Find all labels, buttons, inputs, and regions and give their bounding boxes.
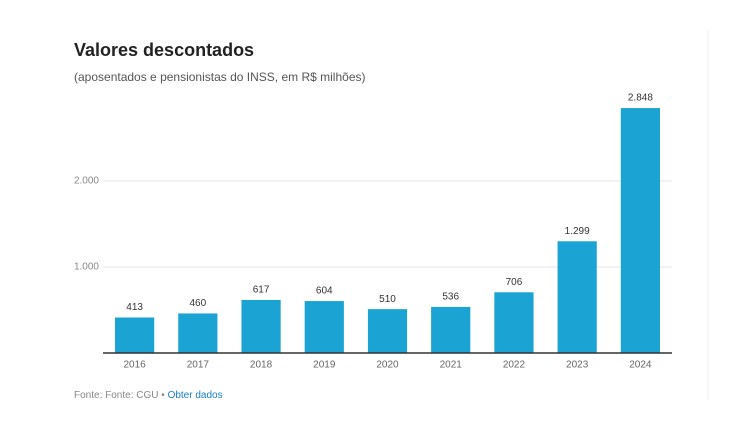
bar [494,292,534,353]
x-tick-label: 2020 [376,360,399,371]
x-tick-label: 2019 [313,360,336,371]
x-tick-label: 2021 [440,360,463,371]
value-label: 1.299 [565,226,590,237]
separator: • [161,390,165,401]
bar [115,317,155,353]
value-label: 460 [189,298,206,309]
bar [431,306,471,353]
x-tick-label: 2022 [503,360,526,371]
y-tick-label: 2.000 [74,176,99,187]
value-label: 413 [126,302,143,313]
source: Fonte: Fonte: CGU [74,390,158,401]
x-tick-label: 2024 [629,360,652,371]
x-tick-label: 2023 [566,360,589,371]
y-tick-label: 1.000 [74,262,99,273]
bar [620,108,660,354]
bar [178,313,218,353]
chart-title: Valores descontados [74,40,254,60]
footer: Fonte: Fonte: CGU • Obter dados [74,390,223,401]
value-label: 510 [379,294,396,305]
bar [367,309,408,353]
data-link[interactable]: Obter dados [168,390,223,401]
value-label: 536 [442,292,459,303]
value-label: 604 [316,286,333,297]
value-label: 2.848 [628,93,653,104]
value-label: 617 [253,285,270,296]
bar [304,301,344,353]
x-tick-label: 2016 [123,360,146,371]
bar [241,299,281,353]
bar [557,241,597,353]
x-tick-label: 2017 [187,360,210,371]
chart-subtitle: (aposentados e pensionistas do INSS, em … [74,70,366,84]
x-tick-label: 2018 [250,360,273,371]
value-label: 706 [506,277,523,288]
